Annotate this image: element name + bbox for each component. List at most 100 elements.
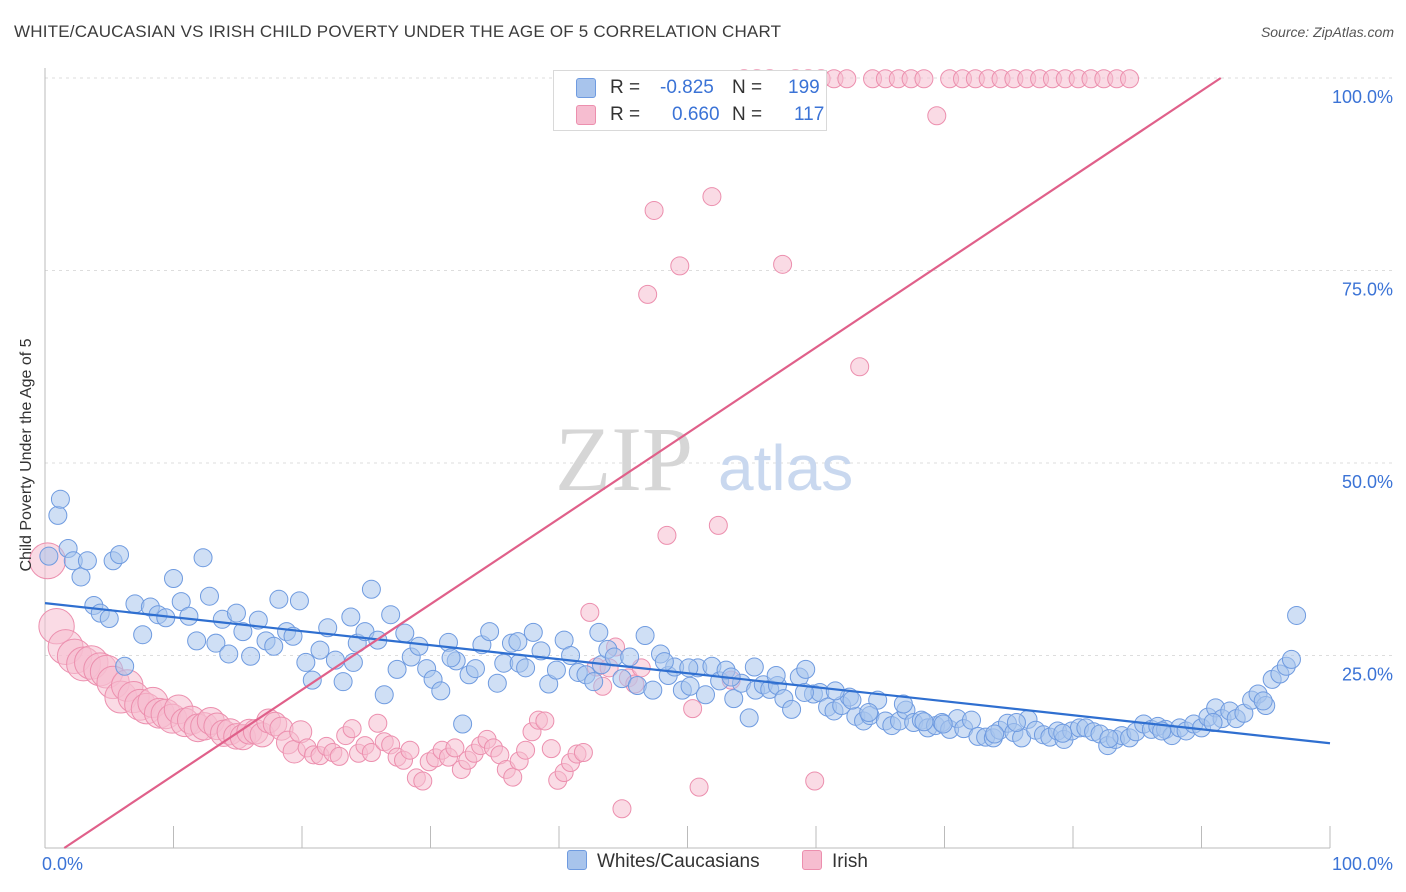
whites-point	[620, 647, 640, 667]
whites-point	[333, 672, 353, 692]
irish-point	[689, 777, 709, 797]
r-label: R =	[610, 77, 641, 98]
whites-point	[395, 623, 415, 643]
whites-point	[115, 656, 135, 676]
whites-point	[441, 648, 461, 668]
irish-point	[702, 187, 722, 207]
whites-r-value: -0.825	[660, 77, 714, 98]
irish-point	[612, 799, 632, 819]
whites-point	[381, 605, 401, 625]
legend-item-irish: Irish	[802, 850, 868, 873]
whites-point	[1253, 691, 1273, 711]
whites-point	[546, 660, 566, 680]
whites-point	[48, 505, 68, 525]
whites-point	[766, 666, 786, 686]
whites-point	[296, 652, 316, 672]
whites-point	[50, 489, 70, 509]
source-label: Source: ZipAtlas.com	[1260, 24, 1394, 40]
whites-point	[893, 694, 913, 714]
y-tick-label: 50.0%	[1342, 472, 1393, 492]
whites-point	[1099, 729, 1119, 749]
watermark-atlas: atlas	[718, 432, 853, 504]
whites-point	[1053, 723, 1073, 743]
irish-swatch	[576, 105, 596, 125]
whites-point	[125, 594, 145, 614]
irish-point	[516, 740, 536, 760]
whites-point	[71, 567, 91, 587]
whites-points	[39, 489, 1307, 756]
whites-point	[508, 632, 528, 652]
axes	[44, 68, 1331, 849]
whites-point	[99, 609, 119, 629]
y-tick-label: 100.0%	[1332, 87, 1393, 107]
whites-point	[187, 631, 207, 651]
legend-irish-swatch	[802, 850, 822, 870]
irish-point	[541, 739, 561, 759]
whites-point	[233, 622, 253, 642]
whites-point	[724, 689, 744, 709]
legend-item-whites: Whites/Caucasians	[567, 850, 760, 873]
whites-n-value: 199	[788, 77, 820, 98]
whites-point	[531, 641, 551, 661]
whites-point	[110, 545, 130, 565]
n-label: N =	[732, 77, 763, 98]
y-axis-label: Child Poverty Under the Age of 5	[18, 338, 35, 572]
whites-point	[171, 592, 191, 612]
whites-point	[206, 633, 226, 653]
whites-point	[782, 699, 802, 719]
irish-point	[708, 515, 728, 535]
whites-swatch	[576, 78, 596, 98]
whites-trend-line	[44, 602, 1331, 745]
whites-point	[310, 640, 330, 660]
irish-point	[535, 711, 555, 731]
whites-point	[361, 579, 381, 599]
whites-point	[133, 625, 153, 645]
whites-point	[264, 636, 284, 656]
whites-point	[859, 702, 879, 722]
irish-point	[573, 743, 593, 763]
whites-point	[241, 646, 261, 666]
irish-point	[503, 767, 523, 787]
whites-point	[1287, 605, 1307, 625]
whites-point	[431, 681, 451, 701]
whites-point	[387, 659, 407, 679]
whites-point	[933, 714, 953, 734]
whites-point	[164, 569, 183, 588]
irish-point	[657, 525, 677, 545]
whites-point	[643, 680, 663, 700]
whites-point	[695, 685, 715, 705]
irish-point	[850, 357, 870, 377]
irish-point	[644, 200, 664, 220]
whites-point	[1006, 712, 1026, 732]
stats-legend: R = -0.825 N = 199 R = 0.660 N = 117	[553, 70, 827, 131]
whites-point	[39, 546, 59, 566]
watermark-zip: ZIP	[555, 408, 693, 510]
irish-point	[342, 719, 362, 739]
whites-point	[961, 710, 981, 730]
whites-point	[480, 622, 500, 642]
irish-point	[580, 602, 600, 622]
legend-whites-label: Whites/Caucasians	[597, 851, 760, 872]
irish-point	[914, 69, 934, 89]
whites-point	[739, 708, 759, 728]
whites-point	[465, 659, 485, 679]
irish-trend-line	[63, 77, 1222, 849]
irish-point	[927, 106, 947, 126]
whites-point	[77, 551, 97, 571]
whites-point	[635, 625, 655, 645]
x-tick-label: 100.0%	[1332, 854, 1393, 874]
irish-n-value: 117	[794, 104, 825, 125]
irish-point	[670, 256, 690, 276]
watermark: ZIP atlas	[555, 408, 853, 510]
irish-point	[837, 69, 857, 89]
grid-lines	[45, 77, 1395, 656]
whites-point	[219, 644, 239, 664]
irish-point	[413, 771, 433, 791]
whites-point	[193, 548, 213, 568]
whites-point	[985, 724, 1005, 744]
whites-point	[409, 636, 429, 656]
whites-point	[318, 618, 338, 638]
irish-point	[638, 284, 658, 304]
irish-point	[683, 699, 703, 719]
irish-point	[368, 713, 388, 733]
